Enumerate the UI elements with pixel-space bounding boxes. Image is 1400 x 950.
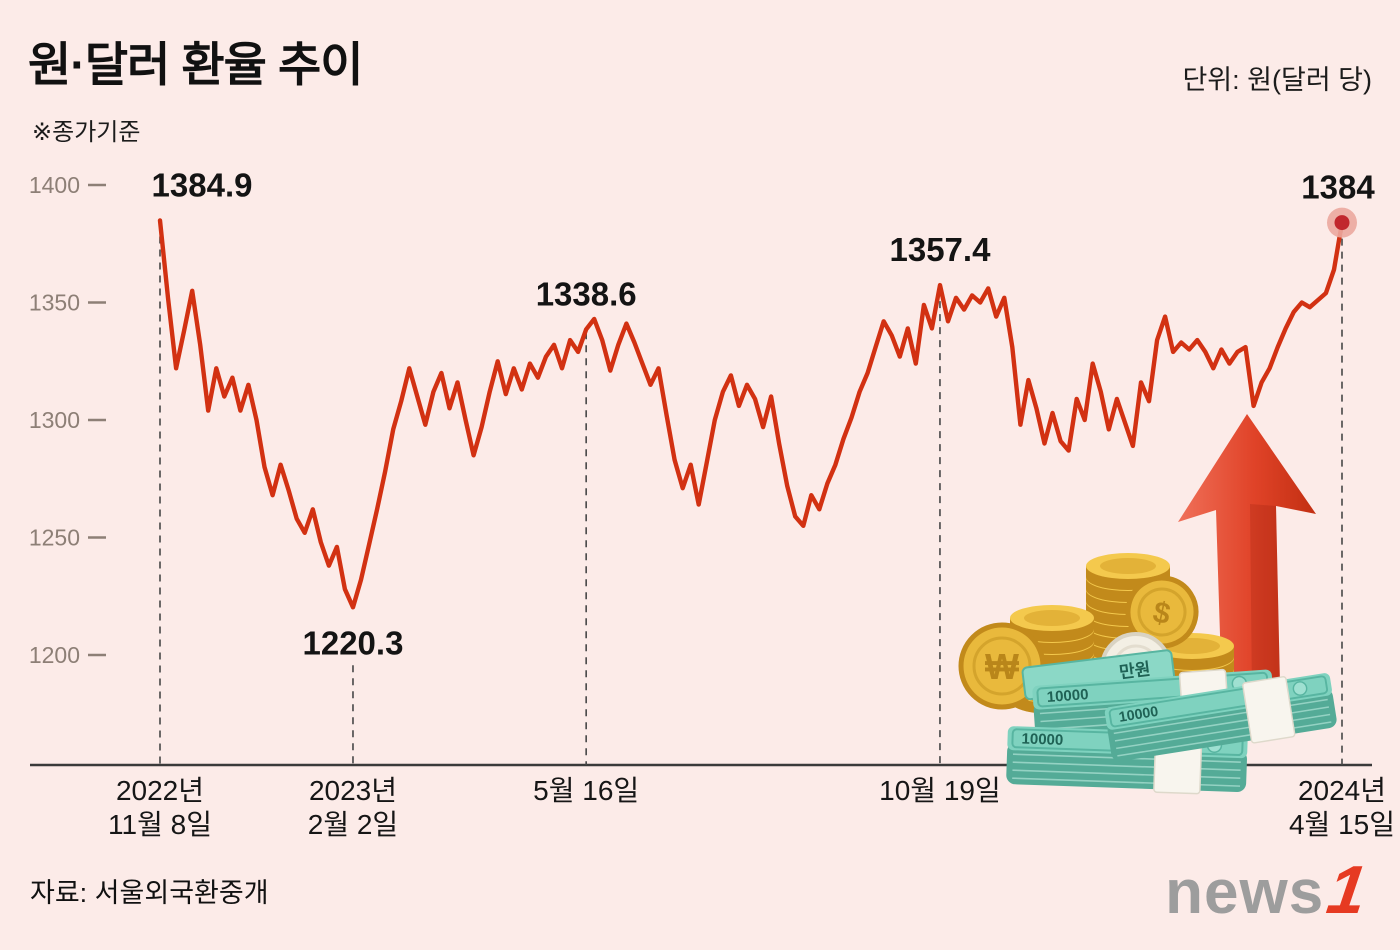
news1-logo: news 1 — [1165, 852, 1371, 928]
x-tick-label: 4월 15일 — [1289, 809, 1395, 840]
value-annotation: 1384 — [1301, 169, 1375, 206]
end-point-marker — [1334, 215, 1350, 231]
y-tick-label: 1400 — [29, 172, 80, 198]
svg-text:₩: ₩ — [985, 646, 1019, 687]
money-illustration: $ ₩ 만원 — [958, 414, 1340, 797]
svg-text:만원: 만원 — [1118, 659, 1151, 682]
y-tick-label: 1350 — [29, 290, 80, 316]
unit-label: 단위: 원(달러 당) — [1182, 65, 1372, 95]
x-tick-label: 2022년 — [116, 775, 204, 806]
source-label: 자료: 서울외국환중개 — [30, 878, 269, 908]
x-tick-label: 2024년 — [1298, 775, 1386, 806]
dollar-coin-icon: $ — [1125, 575, 1199, 649]
y-tick-label: 1200 — [29, 642, 80, 668]
x-tick-label: 5월 16일 — [533, 775, 639, 806]
value-annotation: 1338.6 — [536, 275, 637, 312]
x-tick-label: 2023년 — [309, 775, 397, 806]
series-layer — [157, 218, 1345, 610]
y-tick-label: 1250 — [29, 525, 80, 551]
value-annotation: 1220.3 — [303, 624, 404, 661]
up-arrow-icon — [1178, 414, 1316, 699]
page-title: 원·달러 환율 추이 — [28, 38, 363, 91]
svg-text:$: $ — [1150, 596, 1173, 632]
x-tick-label: 2월 2일 — [308, 809, 398, 840]
x-tick-label: 10월 19일 — [879, 775, 1001, 806]
value-annotation: 1384.9 — [152, 166, 253, 203]
closing-price-note: ※종가기준 — [32, 119, 141, 146]
banknotes-illustration: 만원 — [1004, 649, 1340, 797]
news1-logo-text: news — [1165, 858, 1325, 927]
y-tick-label: 1300 — [29, 407, 80, 433]
value-annotation: 1357.4 — [889, 231, 991, 268]
news1-logo-one: 1 — [1322, 852, 1372, 928]
annotation-layer: 1384.9 1220.3 1338.6 1357.4 1384 — [152, 166, 1376, 661]
x-tick-label: 11월 8일 — [108, 809, 212, 840]
exchange-rate-line — [157, 218, 1345, 610]
